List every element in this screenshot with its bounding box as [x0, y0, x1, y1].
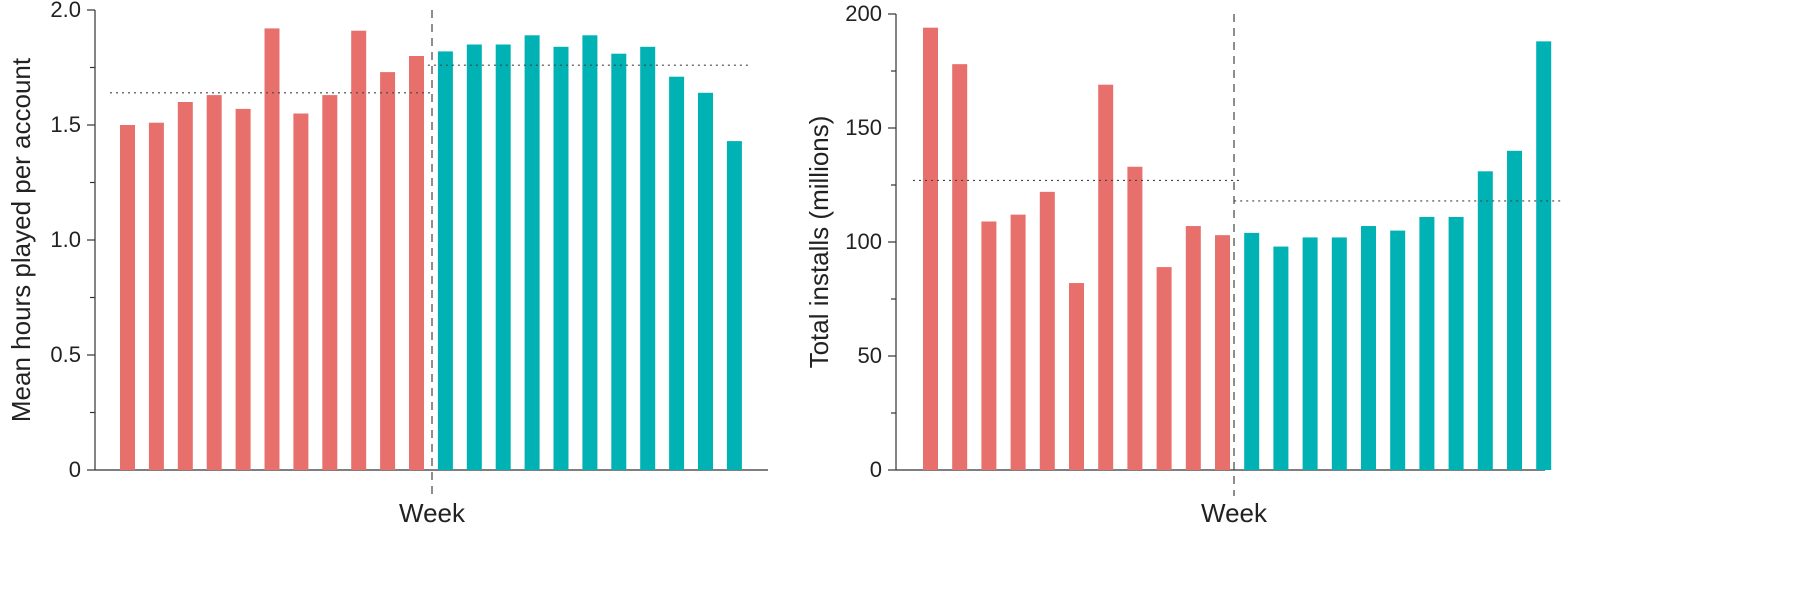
bar-before — [981, 221, 997, 470]
bar-before — [1127, 166, 1143, 470]
bar-after — [1244, 232, 1260, 470]
y-tick-label: 2.0 — [50, 0, 81, 22]
bar-after — [466, 44, 482, 470]
bar-after — [495, 44, 511, 470]
bar-after — [726, 141, 742, 470]
bar-before — [148, 122, 164, 470]
bar-after — [1390, 230, 1406, 470]
bar-after — [437, 51, 453, 471]
bar-after — [1507, 150, 1522, 471]
bar-before — [1185, 226, 1201, 470]
bar-before — [1098, 84, 1114, 471]
y-tick-label: 0 — [870, 457, 882, 482]
y-axis-label: Total installs (millions) — [804, 116, 834, 369]
bar-after — [524, 35, 540, 471]
bar-before — [177, 102, 193, 470]
bar-after — [1302, 237, 1318, 470]
total-installs-chart: 0 50 100 150 200 Week Total installs (millions… — [804, 1, 1562, 528]
bar-before — [1010, 214, 1026, 470]
bar-after — [1331, 237, 1347, 470]
y-tick-label: 100 — [845, 229, 882, 254]
y-tick-label: 50 — [858, 343, 882, 368]
bar-after — [611, 53, 627, 470]
bar-after — [1361, 226, 1376, 470]
bar-before — [120, 125, 135, 470]
bar-before — [1039, 191, 1055, 470]
y-tick-label: 0.5 — [50, 342, 81, 367]
y-tick-label: 150 — [845, 115, 882, 140]
bar-before — [351, 30, 367, 470]
bar-after — [1448, 216, 1464, 470]
bar-before — [235, 108, 251, 471]
bar-before — [1069, 283, 1084, 470]
y-tick-label: 1.0 — [50, 227, 81, 252]
bar-before — [380, 72, 396, 470]
bar-after — [698, 92, 713, 471]
bar-after — [1419, 216, 1435, 470]
bar-after — [1273, 246, 1289, 470]
bar-after — [582, 35, 598, 471]
bar-before — [293, 113, 309, 470]
y-tick-label: 200 — [845, 1, 882, 26]
bar-before — [206, 95, 222, 470]
bar-after — [1536, 41, 1552, 471]
bar-before — [923, 27, 938, 471]
bar-after — [553, 46, 569, 471]
y-tick-label: 1.5 — [50, 112, 81, 137]
hours-played-chart: 0 0.5 1.0 1.5 2.0 Week Mean hours played per a… — [6, 0, 768, 528]
y-axis-label: Mean hours played per account — [6, 57, 36, 422]
x-axis-label: Week — [399, 498, 466, 528]
bar-after — [1477, 171, 1493, 470]
y-tick-label: 0 — [69, 457, 81, 482]
bar-before — [322, 95, 338, 470]
bar-before — [952, 64, 968, 470]
bar-before — [1156, 267, 1172, 470]
bar-before — [409, 56, 424, 470]
bar-after — [669, 76, 685, 470]
x-axis-label: Week — [1201, 498, 1268, 528]
bar-before — [264, 28, 280, 471]
bar-before — [1215, 235, 1230, 470]
bar-after — [640, 46, 656, 471]
